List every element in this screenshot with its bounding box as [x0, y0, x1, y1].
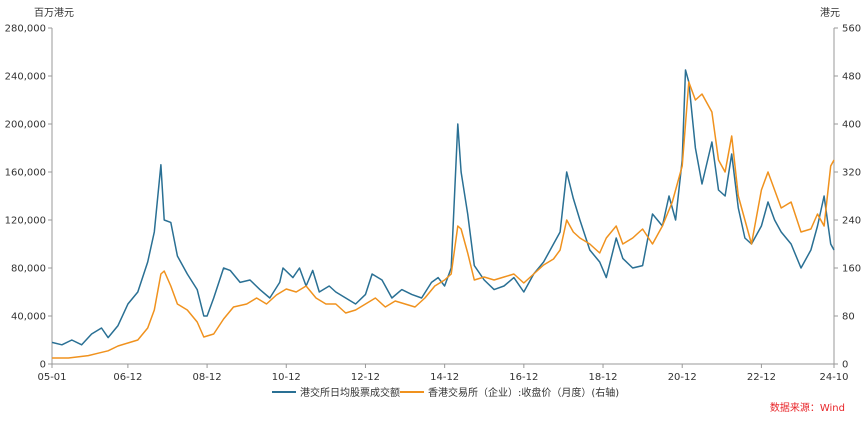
- y-right-tick-label: 320: [842, 168, 861, 179]
- y-right-tick-label: 480: [842, 72, 861, 83]
- y-right-tick-label: 0: [842, 360, 848, 371]
- y-right-tick-label: 560: [842, 24, 861, 35]
- price-series-line: [52, 81, 835, 359]
- y-left-tick-label: 120,000: [5, 216, 46, 227]
- x-tick-label: 22-12: [747, 372, 776, 383]
- x-tick-label: 14-12: [430, 372, 459, 383]
- right-axis-unit: 港元: [820, 7, 840, 19]
- x-tick-label: 05-01: [37, 372, 66, 383]
- x-tick-label: 16-12: [509, 372, 538, 383]
- x-tick-label: 06-12: [113, 372, 142, 383]
- x-tick-label: 08-12: [193, 372, 222, 383]
- turnover-series-line: [51, 69, 835, 346]
- y-left-tick-label: 240,000: [5, 72, 46, 83]
- source-note: 数据来源：Wind: [770, 401, 845, 414]
- legend-label-hkex-turnover: 港交所日均股票成交额: [300, 386, 400, 399]
- x-tick-label: 20-12: [668, 372, 697, 383]
- y-left-tick-label: 160,000: [5, 168, 46, 179]
- y-left-tick-label: 0: [40, 360, 46, 371]
- legend: 港交所日均股票成交额 香港交易所（企业）:收盘价（月度）(右轴): [272, 386, 619, 399]
- y-left-tick-label: 280,000: [5, 24, 46, 35]
- y-left-tick-label: 40,000: [11, 312, 46, 323]
- x-tick-label: 24-10: [819, 372, 848, 383]
- y-right-tick-label: 240: [842, 216, 861, 227]
- y-left-tick-label: 80,000: [11, 264, 46, 275]
- left-axis-unit: 百万港元: [34, 7, 74, 19]
- legend-label-hkex-price: 香港交易所（企业）:收盘价（月度）(右轴): [428, 386, 619, 399]
- x-tick-label: 12-12: [351, 372, 380, 383]
- y-left-tick-label: 200,000: [5, 120, 46, 131]
- x-tick-label: 18-12: [588, 372, 617, 383]
- series-layer: [51, 69, 835, 359]
- y-right-tick-label: 400: [842, 120, 861, 131]
- ticks-layer: 05-01 06-12 08-12 10-12 12-12 14-12 16-12 18-12…: [5, 24, 861, 384]
- y-right-tick-label: 160: [842, 264, 861, 275]
- x-tick-label: 10-12: [272, 372, 301, 383]
- y-right-tick-label: 80: [842, 312, 855, 323]
